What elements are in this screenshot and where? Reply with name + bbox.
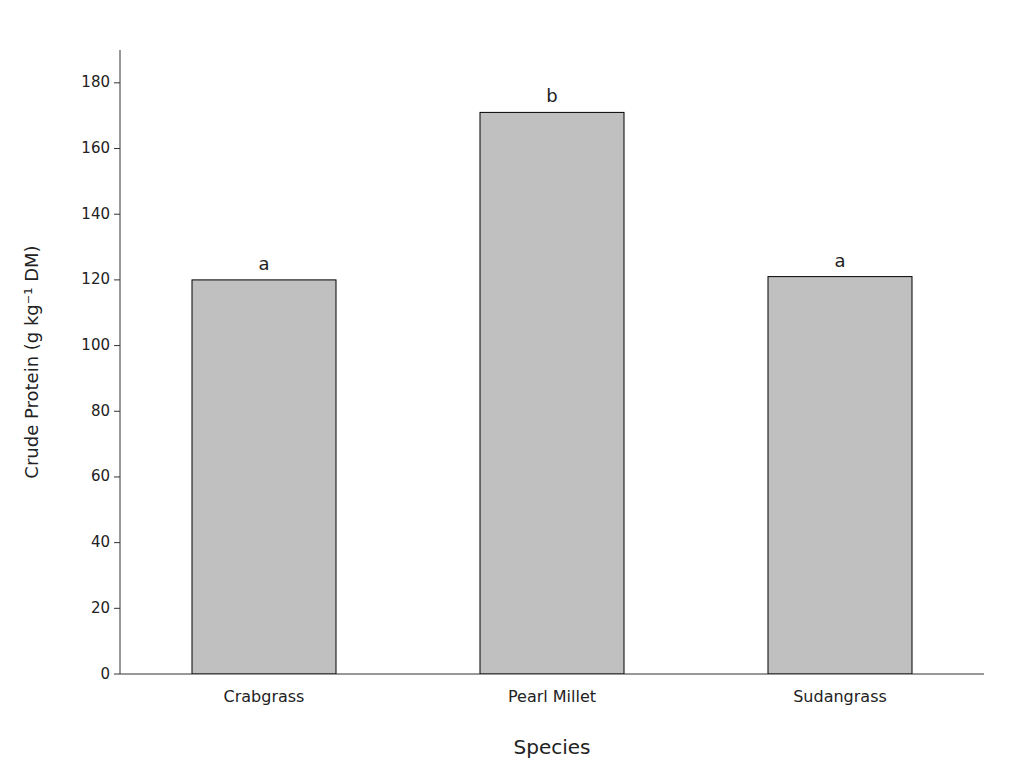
y-tick-label: 40 [91,533,110,551]
y-tick-label: 180 [81,73,110,91]
significance-label: b [546,85,557,106]
y-tick [114,476,120,477]
y-tick [114,279,120,280]
y-tick [114,542,120,543]
y-tick [114,608,120,609]
bar [480,112,624,674]
bars [192,112,912,674]
x-tick-label: Sudangrass [793,687,887,706]
x-axis-label: Species [514,735,591,759]
annotations: a b a [258,85,845,273]
y-tick-label: 20 [91,599,110,617]
y-tick-label: 140 [81,205,110,223]
y-tick-label: 0 [100,665,110,683]
y-tick [114,674,120,675]
chart-container: a b a 0 20 40 60 80 100 120 140 160 180 Crabgrass Pear… [0,0,1024,784]
bar [768,277,912,674]
chart-svg: a b a 0 20 40 60 80 100 120 140 160 180 Crabgrass Pear… [0,0,1024,784]
y-axis-label: Crude Protein (g kg⁻¹ DM) [21,245,42,478]
y-tick [114,214,120,215]
x-tick-label: Pearl Millet [508,687,596,706]
y-tick-label: 160 [81,139,110,157]
y-tick-label: 60 [91,467,110,485]
x-tick-label: Crabgrass [224,687,305,706]
x-axis-line [120,674,984,675]
significance-label: a [258,253,269,274]
y-tick [114,345,120,346]
y-tick-label: 80 [91,402,110,420]
y-tick-label: 120 [81,270,110,288]
y-tick [114,82,120,83]
y-tick [114,148,120,149]
y-tick [114,411,120,412]
bar [192,280,336,674]
y-tick-label: 100 [81,336,110,354]
axes: 0 20 40 60 80 100 120 140 160 180 Crabgrass Pearl M… [81,50,984,706]
y-axis-line [120,50,121,674]
significance-label: a [834,250,845,271]
